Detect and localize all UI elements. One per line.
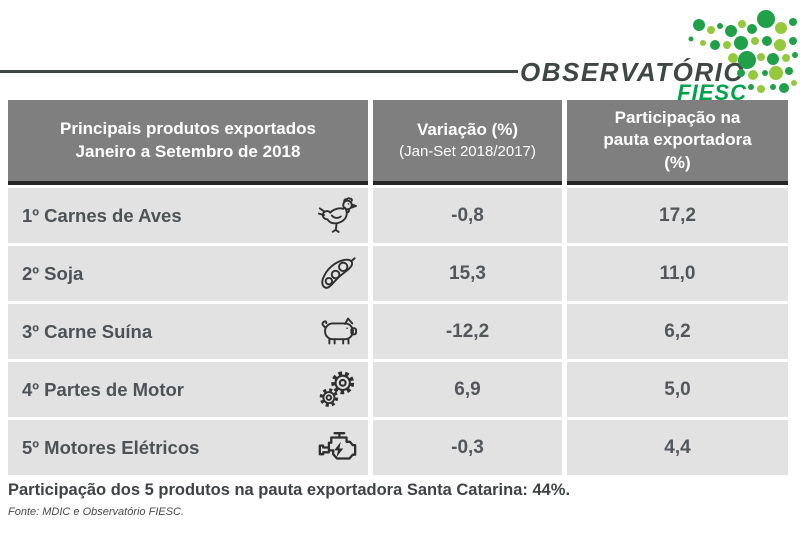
share-cell: 17,2 bbox=[567, 188, 788, 243]
product-label: 1º Carnes de Aves bbox=[22, 204, 182, 226]
header-share: Participação na pauta exportadora (%) bbox=[567, 100, 788, 185]
product-label: 4º Partes de Motor bbox=[22, 378, 184, 400]
source-line: Fonte: MDIC e Observatório FIESC. bbox=[8, 506, 185, 518]
variation-cell: -0,3 bbox=[373, 420, 562, 475]
pig-icon bbox=[316, 311, 358, 353]
fiesc-map-dots-icon bbox=[688, 10, 798, 93]
engine-icon bbox=[316, 427, 358, 469]
header-variation: Variação (%) (Jan-Set 2018/2017) bbox=[373, 100, 562, 185]
share-cell: 6,2 bbox=[567, 304, 788, 359]
header-share-line3: (%) bbox=[664, 152, 691, 172]
header-products-line2: Janeiro a Setembro de 2018 bbox=[75, 141, 301, 161]
share-cell: 4,4 bbox=[567, 420, 788, 475]
header-share-line1: Participação na bbox=[614, 107, 741, 127]
table-row-product: 2º Soja bbox=[8, 246, 368, 301]
share-cell: 5,0 bbox=[567, 362, 788, 417]
table-row-product: 1º Carnes de Aves bbox=[8, 188, 368, 243]
variation-cell: 15,3 bbox=[373, 246, 562, 301]
soybean-icon bbox=[316, 253, 358, 295]
exports-table: Principais produtos exportados Janeiro a… bbox=[8, 100, 788, 475]
product-label: 2º Soja bbox=[22, 262, 84, 284]
share-cell: 11,0 bbox=[567, 246, 788, 301]
header-variation-subtitle: (Jan-Set 2018/2017) bbox=[399, 142, 536, 160]
observatorio-wordmark: OBSERVATÓRIO bbox=[520, 57, 746, 87]
header-rule bbox=[0, 70, 518, 73]
table-row-product: 3º Carne Suína bbox=[8, 304, 368, 359]
header-variation-title: Variação (%) bbox=[416, 120, 519, 140]
header-products: Principais produtos exportados Janeiro a… bbox=[8, 100, 368, 185]
gears-icon bbox=[316, 369, 358, 411]
product-label: 3º Carne Suína bbox=[22, 320, 153, 342]
variation-cell: -0,8 bbox=[373, 188, 562, 243]
variation-cell: 6,9 bbox=[373, 362, 562, 417]
summary-line: Participação dos 5 produtos na pauta exp… bbox=[8, 481, 571, 499]
table-row-product: 4º Partes de Motor bbox=[8, 362, 368, 417]
header-products-line1: Principais produtos exportados bbox=[60, 119, 316, 139]
table-row-product: 5º Motores Elétricos bbox=[8, 420, 368, 475]
variation-cell: -12,2 bbox=[373, 304, 562, 359]
chicken-icon bbox=[316, 195, 358, 237]
header-share-line2: pauta exportadora bbox=[603, 130, 752, 150]
product-label: 5º Motores Elétricos bbox=[22, 436, 200, 458]
